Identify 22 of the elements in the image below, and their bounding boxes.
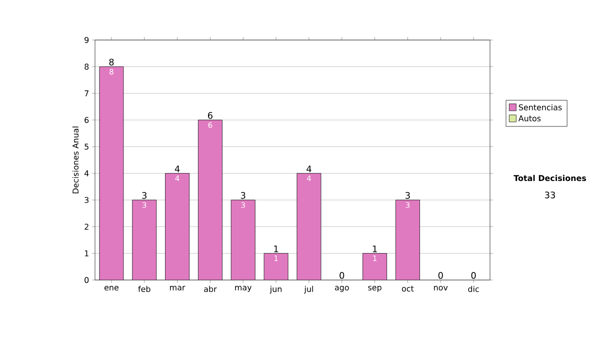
total-label: 8 [109,58,114,66]
total-label: 4 [306,166,312,172]
total-label: 3 [142,192,147,199]
total-label: 0 [438,272,443,279]
total-label: 4 [174,166,180,172]
total-label: 1 [274,246,278,252]
total-label: 3 [406,192,410,199]
bar [198,120,222,280]
bar [396,200,420,280]
bar [296,173,322,280]
total-label: 0 [340,272,344,279]
total-label: 6 [208,112,212,119]
bar [264,253,288,280]
total-label: 0 [471,272,476,279]
bar [362,253,387,280]
total-label: 3 [240,192,246,199]
bar [165,173,190,280]
bar [132,200,157,280]
bar [230,200,256,280]
bar [99,66,124,280]
text: 33 [544,192,555,198]
total-label: 1 [372,246,377,252]
